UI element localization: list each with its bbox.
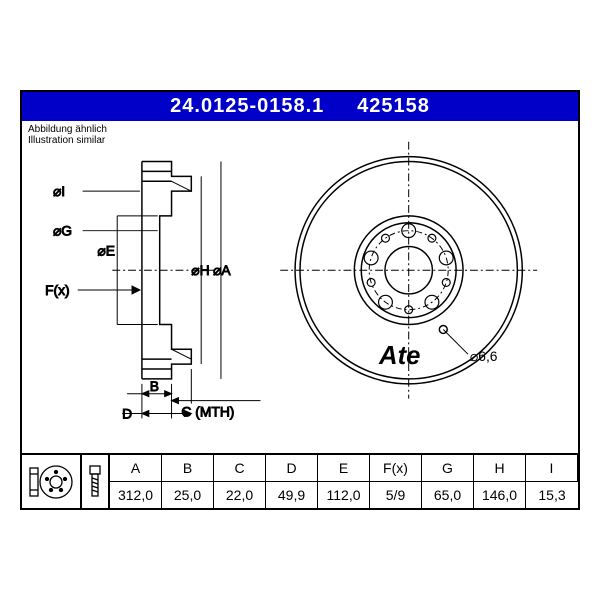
- col-value: 49,9: [266, 482, 318, 509]
- col-header: A: [110, 455, 162, 482]
- label-diaI: ⌀I: [53, 183, 65, 199]
- col-header: G: [422, 455, 474, 482]
- front-view: ⌀6,6 Ate: [280, 142, 537, 399]
- disc-icon: [22, 455, 82, 508]
- short-number: 425158: [357, 95, 430, 117]
- technical-drawing: ⌀I ⌀G ⌀E F(x) ⌀H ⌀A: [22, 122, 578, 453]
- col-value: 15,3: [526, 482, 578, 509]
- label-hole: ⌀6,6: [470, 348, 498, 364]
- col-header: C: [214, 455, 266, 482]
- bolt-icon: [82, 455, 110, 508]
- brand-logo: Ate: [378, 342, 420, 370]
- col-header: I: [526, 455, 578, 482]
- col-header: D: [266, 455, 318, 482]
- col-value: 112,0: [318, 482, 370, 509]
- label-D: D: [122, 405, 132, 421]
- label-fx: F(x): [45, 282, 70, 298]
- label-diaE: ⌀E: [97, 242, 115, 258]
- label-C: C (MTH): [181, 403, 234, 419]
- col-value: 5/9: [370, 482, 422, 509]
- diagram-frame: 24.0125-0158.1 425158 Abbildung ähnlich …: [20, 90, 580, 510]
- col-value: 25,0: [162, 482, 214, 509]
- col-header: H: [474, 455, 526, 482]
- dimension-table: A B C D E F(x) G H I 312,0 25,0 22,0 49,…: [22, 453, 578, 508]
- col-value: 312,0: [110, 482, 162, 509]
- label-diaG: ⌀G: [53, 223, 72, 239]
- col-header: E: [318, 455, 370, 482]
- col-value: 146,0: [474, 482, 526, 509]
- col-value: 65,0: [422, 482, 474, 509]
- col-value: 22,0: [214, 482, 266, 509]
- col-header: F(x): [370, 455, 422, 482]
- col-header: B: [162, 455, 214, 482]
- data-grid: A B C D E F(x) G H I 312,0 25,0 22,0 49,…: [110, 455, 578, 508]
- title-bar: 24.0125-0158.1 425158: [22, 92, 578, 121]
- label-B: B: [150, 378, 159, 394]
- part-number: 24.0125-0158.1: [170, 95, 324, 117]
- label-diaH: ⌀H: [191, 262, 209, 278]
- label-diaA: ⌀A: [213, 262, 231, 278]
